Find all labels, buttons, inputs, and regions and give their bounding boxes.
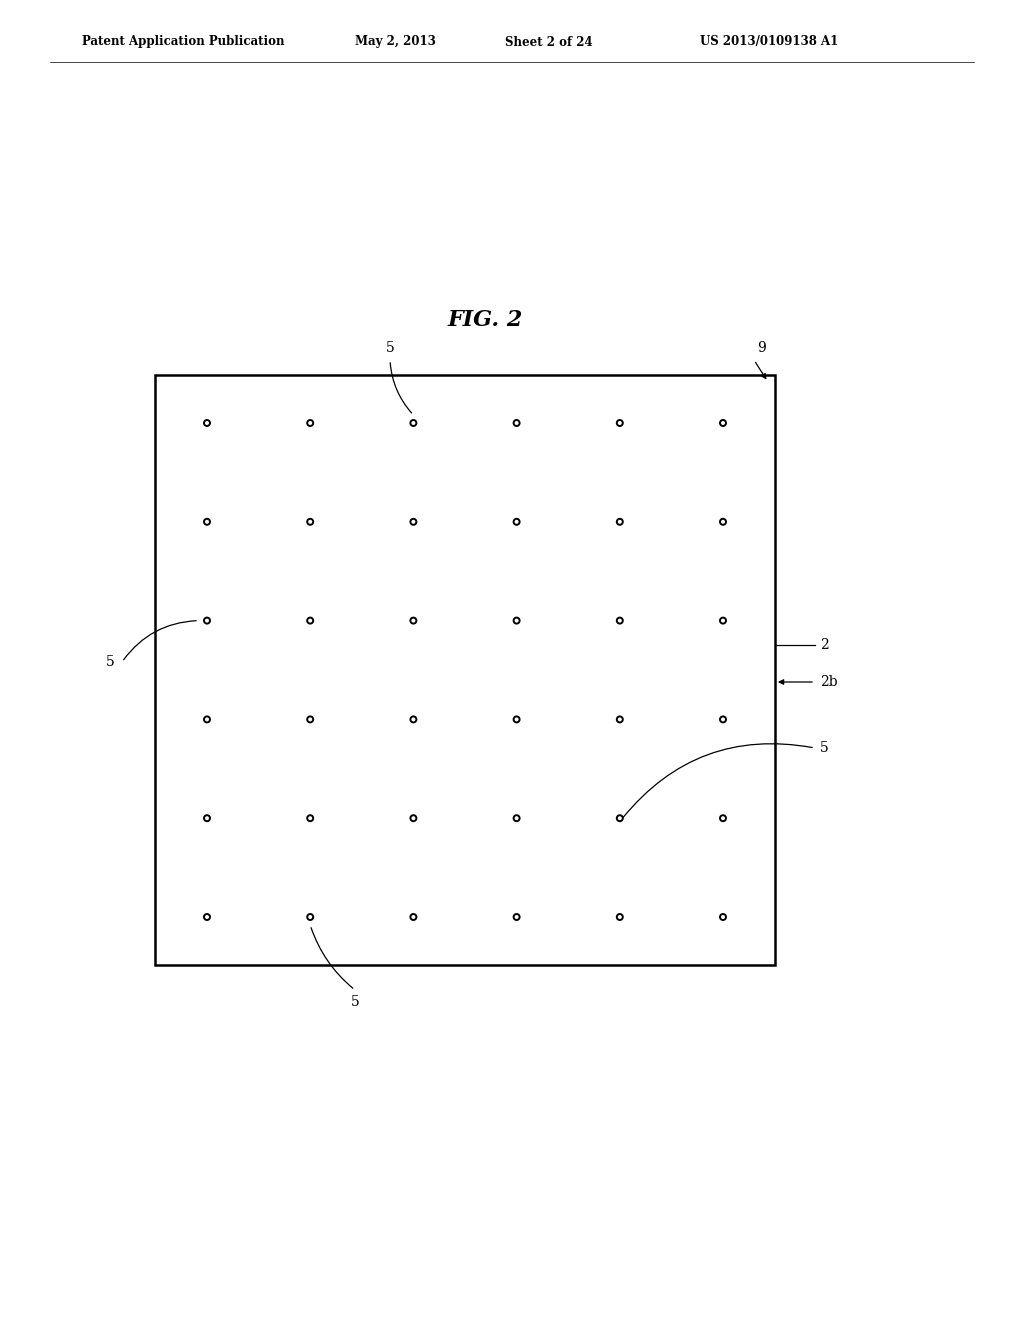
Circle shape — [616, 618, 623, 623]
Text: 5: 5 — [350, 995, 359, 1008]
Circle shape — [720, 420, 726, 426]
Circle shape — [411, 717, 417, 722]
Circle shape — [204, 519, 210, 525]
Circle shape — [411, 618, 417, 623]
Text: May 2, 2013: May 2, 2013 — [355, 36, 436, 49]
Circle shape — [204, 420, 210, 426]
Text: 2: 2 — [820, 638, 828, 652]
Circle shape — [411, 420, 417, 426]
Circle shape — [307, 618, 313, 623]
Circle shape — [204, 913, 210, 920]
Text: Sheet 2 of 24: Sheet 2 of 24 — [505, 36, 593, 49]
Circle shape — [720, 519, 726, 525]
Circle shape — [514, 519, 519, 525]
Circle shape — [307, 717, 313, 722]
Circle shape — [307, 816, 313, 821]
Circle shape — [616, 420, 623, 426]
Circle shape — [720, 816, 726, 821]
Circle shape — [616, 519, 623, 525]
Circle shape — [720, 717, 726, 722]
Text: US 2013/0109138 A1: US 2013/0109138 A1 — [700, 36, 839, 49]
Circle shape — [411, 913, 417, 920]
Text: 9: 9 — [758, 341, 766, 355]
Circle shape — [616, 913, 623, 920]
Circle shape — [204, 618, 210, 623]
Circle shape — [411, 519, 417, 525]
Circle shape — [514, 717, 519, 722]
Circle shape — [514, 618, 519, 623]
Circle shape — [307, 519, 313, 525]
Circle shape — [616, 816, 623, 821]
Bar — [155, 375, 775, 965]
Text: 5: 5 — [820, 741, 828, 755]
Text: 2b: 2b — [820, 675, 838, 689]
Circle shape — [720, 618, 726, 623]
Text: FIG. 2: FIG. 2 — [447, 309, 522, 331]
Circle shape — [204, 816, 210, 821]
Circle shape — [514, 816, 519, 821]
Circle shape — [307, 420, 313, 426]
Circle shape — [307, 913, 313, 920]
Circle shape — [204, 717, 210, 722]
Circle shape — [411, 816, 417, 821]
Text: 5: 5 — [105, 655, 115, 669]
Text: 5: 5 — [386, 341, 394, 355]
Circle shape — [720, 913, 726, 920]
Circle shape — [514, 420, 519, 426]
Circle shape — [616, 717, 623, 722]
Text: Patent Application Publication: Patent Application Publication — [82, 36, 285, 49]
Circle shape — [514, 913, 519, 920]
